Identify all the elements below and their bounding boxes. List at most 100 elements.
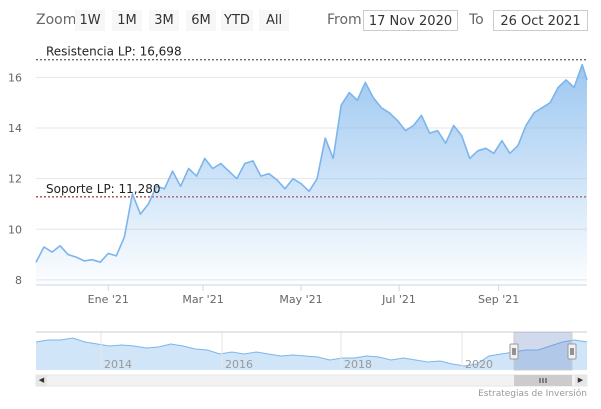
data-point <box>292 177 294 179</box>
data-point <box>428 132 430 134</box>
credits: Estrategias de Inversión <box>478 389 587 399</box>
data-point <box>147 203 149 205</box>
to-date-input[interactable]: 26 Oct 2021 <box>493 10 588 31</box>
data-point <box>308 190 310 192</box>
data-point <box>517 145 519 147</box>
data-point <box>212 167 214 169</box>
data-point <box>179 185 181 187</box>
data-point <box>316 177 318 179</box>
data-point <box>396 119 398 121</box>
y-tick-label: 12 <box>8 173 22 186</box>
data-point <box>99 261 101 263</box>
data-point <box>557 86 559 88</box>
data-point <box>51 251 53 253</box>
data-point <box>228 170 230 172</box>
data-point <box>509 152 511 154</box>
series-area-fill <box>36 64 587 285</box>
y-tick-label: 14 <box>8 122 22 135</box>
data-point <box>573 86 575 88</box>
data-point <box>412 124 414 126</box>
data-point <box>276 179 278 181</box>
x-tick-label: May '21 <box>279 293 322 306</box>
navigator-year-label: 2014 <box>104 358 132 371</box>
navigator-right-handle[interactable] <box>567 343 577 360</box>
data-point <box>501 139 503 141</box>
data-point <box>436 129 438 131</box>
data-point <box>586 79 588 81</box>
y-tick-label: 10 <box>8 223 22 236</box>
data-point <box>75 256 77 258</box>
zoom-1w-button[interactable]: 1W <box>75 10 105 31</box>
data-point <box>91 258 93 260</box>
zoom-6m-button[interactable]: 6M <box>186 10 216 31</box>
zoom-label: Zoom <box>36 12 77 28</box>
data-point <box>67 253 69 255</box>
data-point <box>525 124 527 126</box>
range-selector: Zoom 1W 1M 3M 6M YTD All From 17 Nov 202… <box>0 0 601 40</box>
data-point <box>252 160 254 162</box>
zoom-all-button[interactable]: All <box>259 10 289 31</box>
data-point <box>35 261 37 263</box>
scroll-right-arrow[interactable]: ▶ <box>575 375 586 386</box>
handle-body <box>567 343 577 360</box>
data-point <box>541 107 543 109</box>
data-point <box>404 129 406 131</box>
data-point <box>469 157 471 159</box>
scrollbar-track <box>35 374 588 387</box>
data-point <box>115 255 117 257</box>
series-line <box>35 63 588 263</box>
data-point <box>171 170 173 172</box>
data-point <box>220 162 222 164</box>
navigator-year-label: 2020 <box>465 358 493 371</box>
data-point <box>203 157 205 159</box>
resistance-label: Resistencia LP: 16,698 <box>46 45 182 59</box>
data-point <box>123 236 125 238</box>
from-label: From <box>327 12 362 28</box>
zoom-1m-button[interactable]: 1M <box>112 10 142 31</box>
data-point <box>59 245 61 247</box>
data-point <box>549 102 551 104</box>
data-point <box>268 172 270 174</box>
data-point <box>43 246 45 248</box>
data-point <box>356 99 358 101</box>
data-point <box>581 64 583 66</box>
data-point <box>244 162 246 164</box>
data-point <box>236 177 238 179</box>
y-tick-label: 8 <box>15 274 22 287</box>
data-point <box>388 112 390 114</box>
x-tick-label: Ene '21 <box>88 293 129 306</box>
data-point <box>533 112 535 114</box>
x-tick-label: Jul '21 <box>381 293 416 306</box>
x-tick-label: Mar '21 <box>182 293 223 306</box>
handle-body <box>509 343 519 360</box>
scroll-left-arrow[interactable]: ◀ <box>36 375 47 386</box>
zoom-3m-button[interactable]: 3M <box>149 10 179 31</box>
data-point <box>83 260 85 262</box>
navigator-area <box>36 338 587 370</box>
data-point <box>195 175 197 177</box>
y-tick-label: 16 <box>8 71 22 84</box>
data-point <box>348 91 350 93</box>
navigator-left-handle[interactable] <box>509 343 519 360</box>
navigator-selection <box>514 332 572 370</box>
data-point <box>460 134 462 136</box>
x-tick-label: Sep '21 <box>478 293 519 306</box>
data-point <box>139 213 141 215</box>
data-point <box>364 81 366 83</box>
data-point <box>477 150 479 152</box>
zoom-ytd-button[interactable]: YTD <box>221 10 253 31</box>
data-point <box>485 147 487 149</box>
data-point <box>187 167 189 169</box>
data-point <box>565 79 567 81</box>
data-point <box>444 142 446 144</box>
data-point <box>372 96 374 98</box>
navigator-outline <box>36 331 587 371</box>
from-date-input[interactable]: 17 Nov 2020 <box>363 10 458 31</box>
data-point <box>493 152 495 154</box>
navigator-year-label: 2018 <box>344 358 372 371</box>
support-label: Soporte LP: 11,280 <box>46 182 161 196</box>
data-point <box>332 157 334 159</box>
navigator-line <box>35 337 588 367</box>
data-point <box>452 124 454 126</box>
